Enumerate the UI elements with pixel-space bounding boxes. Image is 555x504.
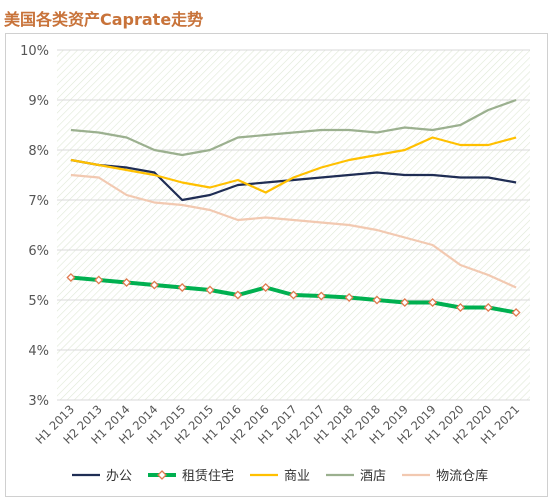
data-point-marker — [177, 282, 187, 293]
legend-label: 物流仓库 — [436, 469, 489, 484]
legend-swatch — [148, 469, 177, 480]
legend: 办公 租赁住宅 商业 酒店 物流仓库 — [70, 465, 502, 484]
chart-frame — [5, 33, 548, 497]
y-tick-label: 5% — [28, 294, 49, 309]
y-tick-label: 6% — [28, 244, 49, 259]
series-line-4 — [70, 173, 517, 289]
series-line-0 — [70, 158, 517, 202]
chart-title: 美国各类资产Caprate走势 — [4, 10, 204, 29]
data-point-marker — [428, 297, 438, 308]
legend-label: 酒店 — [360, 469, 387, 484]
data-point-marker — [66, 272, 76, 283]
data-point-marker — [316, 291, 326, 301]
data-point-marker — [344, 292, 354, 303]
legend-swatch — [326, 473, 355, 476]
series-line-2 — [70, 136, 517, 194]
plot-area-background — [57, 50, 530, 400]
y-tick-label: 9% — [28, 94, 49, 109]
data-point-marker — [511, 307, 521, 318]
legend-swatch-marker — [157, 469, 167, 480]
data-point-marker — [483, 302, 493, 313]
legend-item: 物流仓库 — [400, 465, 488, 484]
legend-item: 办公 — [70, 465, 132, 484]
legend-item: 酒店 — [324, 465, 386, 484]
data-point-marker — [400, 297, 410, 308]
y-tick-label: 10% — [20, 44, 49, 59]
data-point-marker — [233, 290, 243, 300]
legend-swatch — [250, 473, 279, 476]
y-tick-label: 8% — [28, 144, 49, 159]
data-point-marker — [122, 277, 132, 288]
y-tick-label: 7% — [28, 194, 49, 209]
data-point-marker — [288, 290, 299, 300]
legend-item: 租赁住宅 — [146, 465, 234, 484]
data-point-marker — [149, 280, 159, 290]
data-point-marker — [455, 302, 465, 313]
data-point-marker — [205, 285, 215, 295]
y-tick-label: 3% — [28, 394, 49, 409]
series-line-3 — [70, 98, 517, 157]
legend-swatch — [402, 473, 431, 476]
data-point-marker — [372, 295, 382, 305]
legend-label: 办公 — [106, 469, 133, 484]
legend-label: 租赁住宅 — [182, 469, 235, 484]
legend-swatch — [72, 473, 100, 476]
legend-label: 商业 — [284, 469, 311, 484]
y-tick-label: 4% — [28, 344, 49, 359]
data-point-marker — [261, 282, 271, 293]
data-point-marker — [94, 275, 104, 285]
legend-item: 商业 — [248, 465, 310, 484]
